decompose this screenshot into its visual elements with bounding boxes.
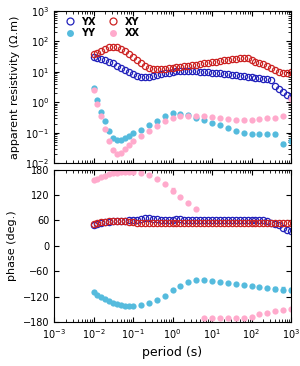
Legend: YX, YY, XY, XX: YX, YY, XY, XX <box>57 14 143 41</box>
Y-axis label: phase (deg.): phase (deg.) <box>7 210 17 281</box>
X-axis label: period (s): period (s) <box>142 346 203 359</box>
Y-axis label: apparent resistivity (Ω.m): apparent resistivity (Ω.m) <box>10 15 20 159</box>
